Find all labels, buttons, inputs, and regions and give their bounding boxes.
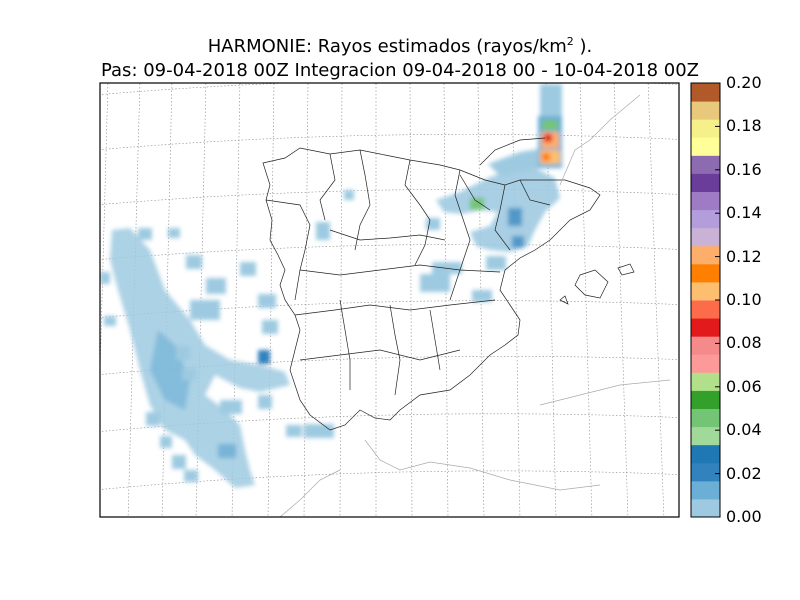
- colorbar-segment: [691, 336, 720, 355]
- colorbar-segment: [691, 480, 720, 500]
- colorbar-tick-label: 0.04: [726, 420, 762, 440]
- colorbar-segment: [691, 390, 720, 409]
- colorbar-segment: [691, 354, 720, 373]
- colorbar-segment: [691, 426, 720, 446]
- colorbar-segment: [691, 191, 720, 211]
- map-area: [100, 83, 679, 517]
- title-suffix: ).: [573, 36, 593, 57]
- colorbar-segment: [691, 119, 720, 138]
- colorbar-tick-label: 0.02: [726, 463, 762, 483]
- coastline-borders: [262, 137, 635, 431]
- colorbar-tick-label: 0.16: [726, 159, 762, 179]
- colorbar-segment: [691, 281, 720, 301]
- colorbar-tick-label: 0.20: [726, 73, 762, 92]
- colorbar-segment: [691, 498, 720, 518]
- map-title-line2: Pas: 09-04-2018 00Z Integracion 09-04-20…: [100, 60, 699, 81]
- colorbar-segment: [691, 137, 720, 156]
- map-title-line1: HARMONIE: Rayos estimados (rayos/km2 ).: [0, 35, 800, 57]
- colorbar-tick-label: 0.06: [726, 376, 762, 396]
- colorbar-tick-label: 0.08: [726, 333, 762, 353]
- colorbar: [691, 82, 720, 518]
- colorbar-segment: [691, 408, 720, 428]
- colorbar-frame: [690, 82, 721, 518]
- colorbar-segment: [691, 318, 720, 337]
- colorbar-tick-label: 0.12: [726, 246, 762, 266]
- colorbar-segment: [691, 263, 720, 283]
- colorbar-segment: [691, 173, 720, 192]
- colorbar-segment: [691, 300, 720, 319]
- lightning-density-field: [100, 84, 562, 488]
- colorbar-segment: [691, 83, 720, 102]
- colorbar-segment: [691, 372, 720, 391]
- colorbar-tick-label: 0.14: [726, 203, 762, 223]
- map-frame: [99, 82, 680, 518]
- country-borders: [279, 94, 671, 517]
- colorbar-segment: [691, 245, 720, 265]
- title-superscript: 2: [566, 35, 574, 48]
- graticule: [100, 83, 679, 517]
- colorbar-tick-label: 0.10: [726, 290, 762, 309]
- colorbar-tick-label: 0.18: [726, 116, 762, 136]
- title-text: HARMONIE: Rayos estimados (rayos/km: [207, 36, 567, 57]
- colorbar-segment: [691, 155, 720, 174]
- colorbar-segment: [691, 227, 720, 247]
- colorbar-segment: [691, 209, 720, 229]
- colorbar-segment: [691, 101, 720, 120]
- colorbar-tick-label: 0.00: [726, 507, 762, 526]
- colorbar-segment: [691, 444, 720, 464]
- colorbar-segment: [691, 462, 720, 482]
